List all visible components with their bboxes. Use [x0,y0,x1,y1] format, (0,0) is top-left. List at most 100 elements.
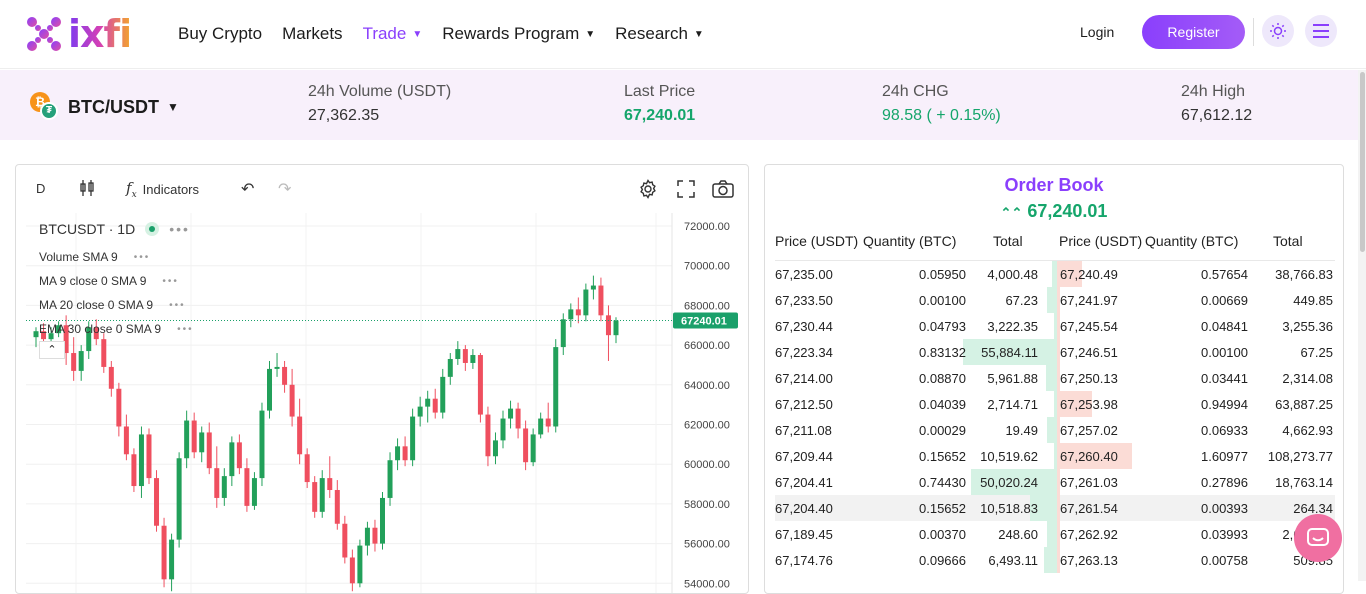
more-icon[interactable]: ••• [133,251,151,263]
more-icon[interactable]: ••• [162,275,179,287]
header-bid-price: Price (USDT) [775,233,859,249]
pair-selector[interactable]: ₿ ₮ BTC/USDT ▼ [30,92,179,122]
bid-depth-bar [1047,287,1057,313]
ask-depth-bar [1057,547,1060,573]
orderbook-row[interactable]: 67,204.41 0.74430 50,020.24 67,261.03 0.2789… [775,469,1335,495]
ticker-bar: ₿ ₮ BTC/USDT ▼ 24h Volume (USDT) 27,362.… [0,70,1366,140]
stat-change: 24h CHG 98.58 ( + 0.15%) [882,83,1001,125]
fullscreen-icon[interactable] [677,180,695,201]
theme-toggle-button[interactable] [1262,15,1294,47]
stat-label: 24h CHG [882,83,949,100]
more-icon[interactable]: ••• [169,299,186,311]
nav-item-trade[interactable]: Trade ▼ [363,24,423,44]
ask-price: 67,250.13 [1060,371,1118,386]
more-icon[interactable]: ••• [177,323,194,335]
study-label: MA 9 close 0 SMA 9 [39,274,147,288]
candle-body [560,319,566,348]
logo[interactable]: ixfi [24,14,132,54]
chat-button[interactable] [1294,514,1342,562]
bid-depth-bar [1047,521,1057,547]
candle-body [508,408,514,419]
undo-icon[interactable]: ↶ [241,181,255,198]
collapse-legend-button[interactable]: ⌃ [39,341,65,359]
ask-total: 38,766.83 [1275,267,1333,282]
register-button[interactable]: Register [1142,15,1245,49]
bid-depth-bar [962,339,1057,365]
bid-total: 10,519.62 [980,449,1038,464]
bid-qty: 0.15652 [919,449,966,464]
nav-item-label: Markets [282,24,343,43]
y-tick-label: 56000.00 [684,539,730,551]
candle-body [417,406,423,417]
candle-type-button[interactable] [79,179,95,200]
ask-total: 18,763.14 [1275,475,1333,490]
hamburger-menu-button[interactable] [1305,15,1337,47]
chart-panel: D fx Indicators ↶ ↷ 72000.00 70000.00 6800… [15,164,749,594]
study-row[interactable]: EMA 30 close 0 SMA 9 ••• [39,317,194,341]
candle-body [101,339,107,367]
nav-item-rewards-program[interactable]: Rewards Program ▼ [442,24,595,44]
ask-price: 67,260.40 [1060,449,1118,464]
stat-label: 24h Volume (USDT) [308,83,452,100]
orderbook-row[interactable]: 67,211.08 0.00029 19.49 67,257.02 0.06933 4,6… [775,417,1335,443]
symbol-label: BTCUSDT · 1D [39,221,136,237]
bid-qty: 0.74430 [919,475,966,490]
indicators-button[interactable]: fx Indicators [126,179,199,200]
candle-body [146,434,152,479]
study-row[interactable]: MA 20 close 0 SMA 9 ••• [39,293,194,317]
orderbook-row[interactable]: 67,212.50 0.04039 2,714.71 67,253.98 0.94994… [775,391,1335,417]
bid-qty: 0.83132 [919,345,966,360]
candle-body [387,460,393,498]
nav-item-label: Trade [362,24,407,43]
ask-qty: 0.00100 [1201,345,1248,360]
main-menu: Buy Crypto Markets Trade ▼ Rewards Program ▼ R… [178,24,704,44]
stat-value: 67,240.01 [624,107,696,124]
candle-body [244,468,250,506]
bid-qty: 0.00029 [919,423,966,438]
orderbook-row[interactable]: 67,189.450.00370248.6067,262.920.039932,… [775,521,1335,547]
settings-icon[interactable] [638,179,658,202]
orderbook-row[interactable]: 67,230.44 0.04793 3,222.35 67,245.54 0.04841… [775,313,1335,339]
candle-body [575,309,581,316]
candle-body [545,418,551,427]
nav-item-markets[interactable]: Markets [282,24,342,44]
page-scrollbar[interactable] [1358,70,1366,581]
ask-depth-bar [1057,287,1060,313]
stat-value: 67,612.12 [1181,107,1253,124]
study-label: MA 20 close 0 SMA 9 [39,298,154,312]
more-icon[interactable]: ••• [169,221,190,237]
orderbook-row[interactable]: 67,233.50 0.00100 67.23 67,241.97 0.00669 449… [775,287,1335,313]
login-link[interactable]: Login [1080,24,1115,40]
page-scrollbar-thumb[interactable] [1360,72,1365,252]
screenshot-icon[interactable] [712,180,734,201]
orderbook-row[interactable]: 67,209.44 0.15652 10,519.62 67,260.40 1.6097… [775,443,1335,469]
bid-depth-bar [1043,547,1057,573]
candle-body [410,416,416,461]
study-row[interactable]: MA 9 close 0 SMA 9 ••• [39,269,194,293]
candle-body [138,434,144,487]
candle-body [425,398,431,407]
orderbook-row[interactable]: 67,214.00 0.08870 5,961.88 67,250.13 0.03441… [775,365,1335,391]
ask-price: 67,262.92 [1060,527,1118,542]
status-dot [145,222,160,236]
candle-body [530,434,536,463]
candle-body [267,368,273,411]
orderbook-row[interactable]: 67,174.76 0.09666 6,493.11 67,263.13 0.00758… [775,547,1335,573]
header-divider [775,260,1335,261]
nav-item-research[interactable]: Research ▼ [615,24,704,44]
price-tag-bg [673,312,738,329]
candle-body [116,388,122,427]
coin-icons: ₿ ₮ [30,92,60,122]
orderbook-row[interactable]: 67,204.40 0.15652 10,518.83 67,261.54 0.0039… [775,495,1335,521]
interval-button[interactable]: D [36,181,46,196]
candle-body [568,309,574,320]
bid-total: 50,020.24 [980,475,1038,490]
price-tag-label: 67240.01 [681,315,727,327]
nav-item-buy-crypto[interactable]: Buy Crypto [178,24,262,44]
candle-body [297,416,303,455]
orderbook-row[interactable]: 67,235.00 0.05950 4,000.48 67,240.49 0.57654… [775,261,1335,287]
study-row[interactable]: Volume SMA 9 ••• [39,245,194,269]
orderbook-row[interactable]: 67,223.34 0.83132 55,884.11 67,246.51 0.0010… [775,339,1335,365]
bid-price: 67,235.00 [775,267,833,282]
redo-icon[interactable]: ↷ [278,181,292,198]
